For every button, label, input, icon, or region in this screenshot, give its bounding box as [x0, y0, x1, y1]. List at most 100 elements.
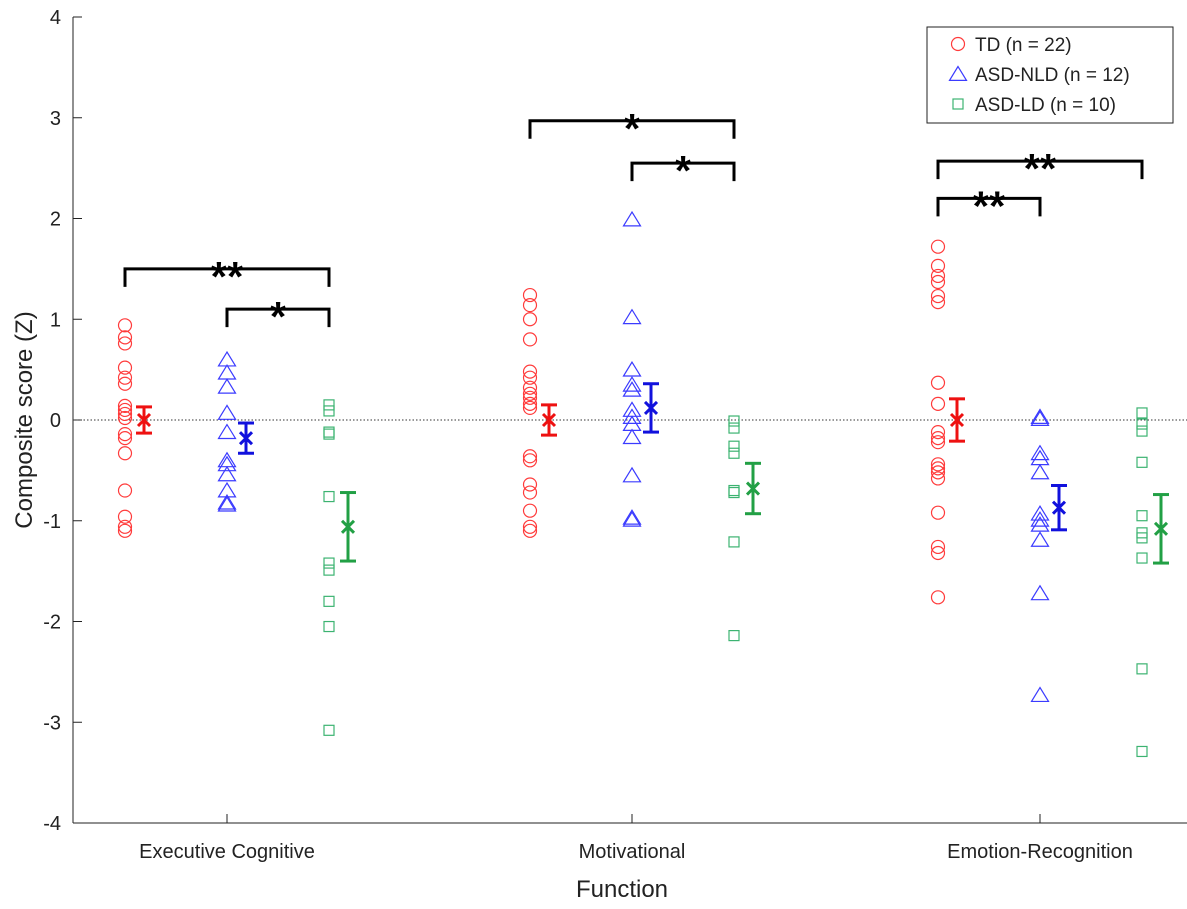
data-point	[117, 523, 133, 538]
data-point	[930, 239, 946, 254]
x-tick-label: Motivational	[579, 841, 686, 863]
mean-marker	[949, 412, 965, 428]
data-point	[728, 536, 740, 548]
data-point	[117, 519, 133, 534]
data-point	[117, 509, 133, 524]
data-point	[522, 523, 538, 538]
data-point	[323, 490, 335, 503]
data-point	[217, 350, 237, 367]
data-point	[522, 396, 538, 411]
y-tick-label: -1	[43, 511, 61, 533]
data-point	[622, 511, 642, 527]
data-point	[622, 210, 642, 227]
data-point	[217, 493, 237, 510]
data-point	[622, 428, 642, 445]
data-point	[728, 440, 740, 452]
data-point	[522, 519, 538, 534]
y-tick-label: 1	[50, 309, 61, 331]
significance-bracket	[528, 119, 736, 139]
data-point	[117, 370, 133, 385]
data-point	[622, 308, 642, 325]
data-point	[1030, 449, 1050, 466]
data-point	[117, 402, 133, 418]
data-point	[117, 360, 133, 375]
data-point	[1136, 407, 1148, 419]
data-point	[1136, 418, 1148, 430]
data-point	[1136, 510, 1148, 522]
data-point	[930, 435, 946, 450]
data-point	[1136, 425, 1148, 437]
data-point	[522, 287, 538, 303]
data-point	[930, 457, 946, 472]
data-point	[217, 455, 237, 472]
significance-bracket	[630, 161, 736, 182]
data-point	[930, 431, 946, 446]
data-point	[1030, 516, 1050, 532]
x-tick-label: Executive Cognitive	[139, 841, 315, 863]
data-point	[728, 422, 740, 434]
data-point	[117, 483, 133, 498]
data-point	[930, 396, 946, 411]
data-point	[117, 318, 133, 333]
data-point	[1030, 584, 1050, 601]
mean-marker	[1051, 500, 1067, 515]
data-point	[930, 465, 946, 480]
data-point	[522, 332, 538, 347]
data-point	[1136, 745, 1148, 758]
legend-marker-circle	[950, 36, 966, 52]
data-point	[522, 364, 538, 379]
x-axis-label: Function	[576, 876, 668, 903]
significance-label: *	[624, 105, 641, 152]
data-point	[930, 375, 946, 390]
y-tick-label: 0	[50, 410, 61, 432]
legend-label: TD (n = 22)	[975, 35, 1072, 56]
data-point	[117, 398, 133, 413]
significance-label: *	[675, 147, 692, 194]
data-point	[522, 449, 538, 464]
data-point	[622, 376, 642, 392]
significance-label: **	[211, 253, 244, 300]
data-point	[930, 471, 946, 486]
significance-brackets: ***** ****	[123, 105, 1144, 340]
data-point	[622, 381, 642, 397]
data-point	[930, 258, 946, 273]
data-point	[930, 274, 946, 290]
mean-marker	[340, 519, 356, 534]
data-point	[522, 400, 538, 416]
data-point	[1136, 456, 1148, 468]
data-point	[117, 406, 133, 422]
significance-bracket	[936, 196, 1042, 217]
data-point	[930, 539, 946, 555]
data-point	[1030, 408, 1050, 424]
data-point	[117, 330, 133, 345]
data-point	[522, 380, 538, 395]
significance-label: **	[973, 182, 1006, 229]
mean-marker	[541, 412, 557, 428]
data-point	[522, 386, 538, 401]
data-point	[117, 376, 133, 391]
mean-marker	[1153, 521, 1169, 536]
data-point	[1030, 505, 1050, 521]
data-point	[622, 360, 642, 377]
legend: TD (n = 22) ASD-NLD (n = 12) ASD-LD (n = 1…	[926, 26, 1174, 124]
data-point	[728, 415, 740, 427]
data-point	[1136, 663, 1148, 675]
legend-box	[926, 26, 1174, 124]
data-point	[522, 485, 538, 500]
data-point	[217, 423, 237, 440]
data-point	[217, 378, 237, 394]
legend-marker-square	[952, 98, 964, 110]
data-point	[1030, 531, 1050, 547]
data-point	[323, 405, 335, 417]
mean-marker	[238, 431, 254, 446]
mean-error-bars	[136, 382, 1169, 565]
data-point	[323, 620, 335, 633]
significance-bracket	[225, 307, 331, 328]
legend-label: ASD-NLD (n = 12)	[975, 65, 1130, 86]
data-point	[930, 461, 946, 476]
data-point	[1136, 532, 1148, 544]
data-point	[117, 336, 133, 351]
data-points	[117, 210, 1148, 758]
data-point	[217, 465, 237, 482]
